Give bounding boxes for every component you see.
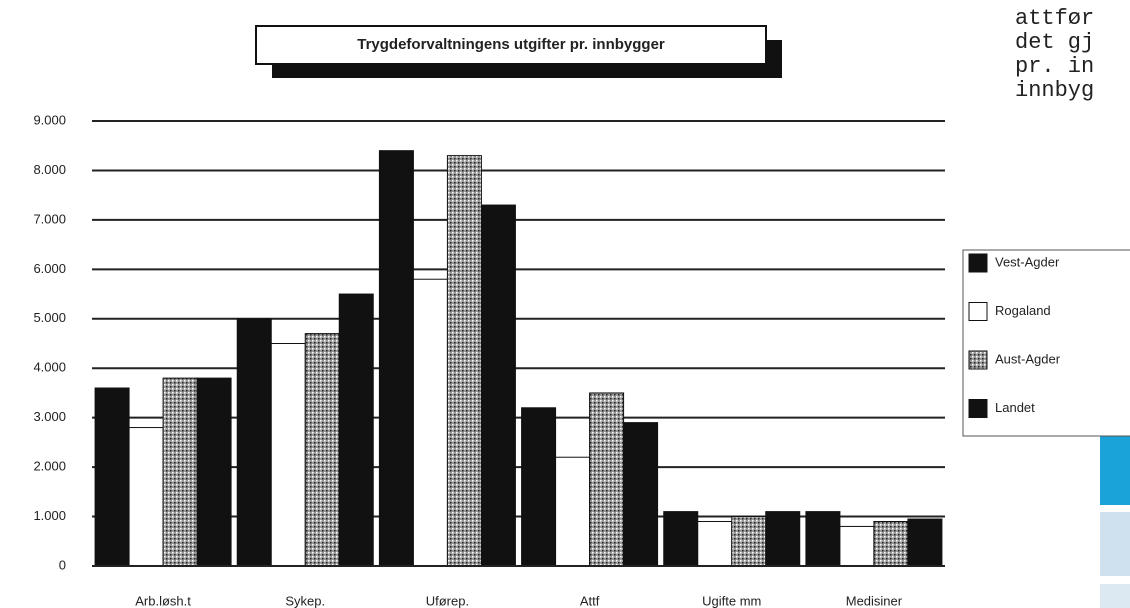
bar [663, 511, 699, 567]
title-box [255, 25, 767, 65]
bar [480, 204, 516, 567]
bar [731, 516, 767, 567]
side-panel [1100, 512, 1130, 576]
side-text: innbyg [1015, 78, 1094, 103]
bar [270, 343, 306, 567]
x-tick-label: Sykep. [285, 593, 325, 608]
bar [805, 511, 841, 567]
bar [94, 387, 130, 567]
bar [873, 521, 909, 567]
legend-label: Aust-Agder [995, 351, 1061, 366]
bar [304, 333, 340, 567]
y-tick-label: 8.000 [33, 162, 66, 177]
bar [623, 422, 659, 567]
x-tick-label: Attf [580, 593, 600, 608]
bar [765, 511, 801, 567]
legend-label: Landet [995, 400, 1035, 415]
bar [907, 518, 943, 567]
bar [128, 427, 164, 567]
chart-title: Trygdeforvaltningens utgifter pr. innbyg… [357, 36, 665, 53]
x-tick-label: Medisiner [846, 593, 903, 608]
y-tick-label: 4.000 [33, 360, 66, 375]
legend-label: Vest-Agder [995, 254, 1060, 269]
y-tick-label: 5.000 [33, 310, 66, 325]
legend-swatch [968, 302, 988, 321]
x-tick-label: Uførep. [426, 593, 469, 608]
bar [555, 456, 591, 567]
side-panel [1100, 584, 1130, 608]
y-tick-label: 9.000 [33, 112, 66, 127]
bar [521, 407, 557, 567]
y-tick-label: 7.000 [33, 211, 66, 226]
bar [697, 521, 733, 567]
y-tick-label: 2.000 [33, 459, 66, 474]
bar [196, 377, 232, 567]
bar [338, 293, 374, 567]
bar [236, 318, 272, 567]
y-tick-label: 1.000 [33, 508, 66, 523]
bar [446, 155, 482, 567]
legend-label: Rogaland [995, 303, 1051, 318]
x-tick-label: Ugifte mm [702, 593, 761, 608]
side-text: det gj [1015, 30, 1094, 55]
bar [412, 278, 448, 567]
side-text: pr. in [1015, 54, 1094, 79]
legend-swatch [968, 399, 988, 418]
bar [378, 150, 414, 567]
bar [839, 525, 875, 567]
legend-swatch [968, 350, 988, 370]
y-tick-label: 0 [59, 557, 66, 572]
legend-box [962, 249, 1130, 437]
legend-swatch [968, 253, 988, 273]
x-tick-label: Arb.løsh.t [135, 593, 191, 608]
y-tick-label: 6.000 [33, 261, 66, 276]
y-tick-label: 3.000 [33, 409, 66, 424]
bar [162, 377, 198, 567]
side-text: attfør [1015, 6, 1094, 31]
bar [589, 392, 625, 567]
